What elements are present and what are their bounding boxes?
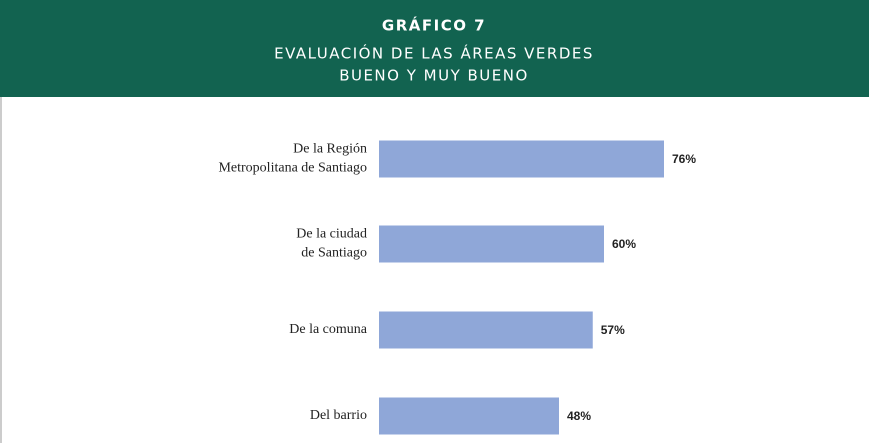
value-label: 60% — [612, 237, 636, 251]
category-label: de Santiago — [301, 246, 367, 261]
category-label: Metropolitana de Santiago — [218, 161, 367, 176]
bar — [379, 140, 664, 178]
value-label: 48% — [567, 409, 591, 423]
chart-title: GRÁFICO 7 — [382, 16, 486, 35]
chart-title: EVALUACIÓN DE LAS ÁREAS VERDES — [274, 44, 594, 63]
chart-title: BUENO Y MUY BUENO — [339, 67, 529, 85]
value-label: 76% — [672, 152, 696, 166]
category-label: De la comuna — [289, 322, 368, 337]
value-label: 57% — [601, 323, 625, 337]
category-label: Del barrio — [310, 408, 367, 423]
bar — [379, 397, 559, 435]
header-band — [0, 0, 869, 97]
category-label: De la ciudad — [296, 227, 367, 242]
bar — [379, 311, 593, 349]
category-label: De la Región — [293, 142, 367, 157]
bar — [379, 225, 604, 263]
